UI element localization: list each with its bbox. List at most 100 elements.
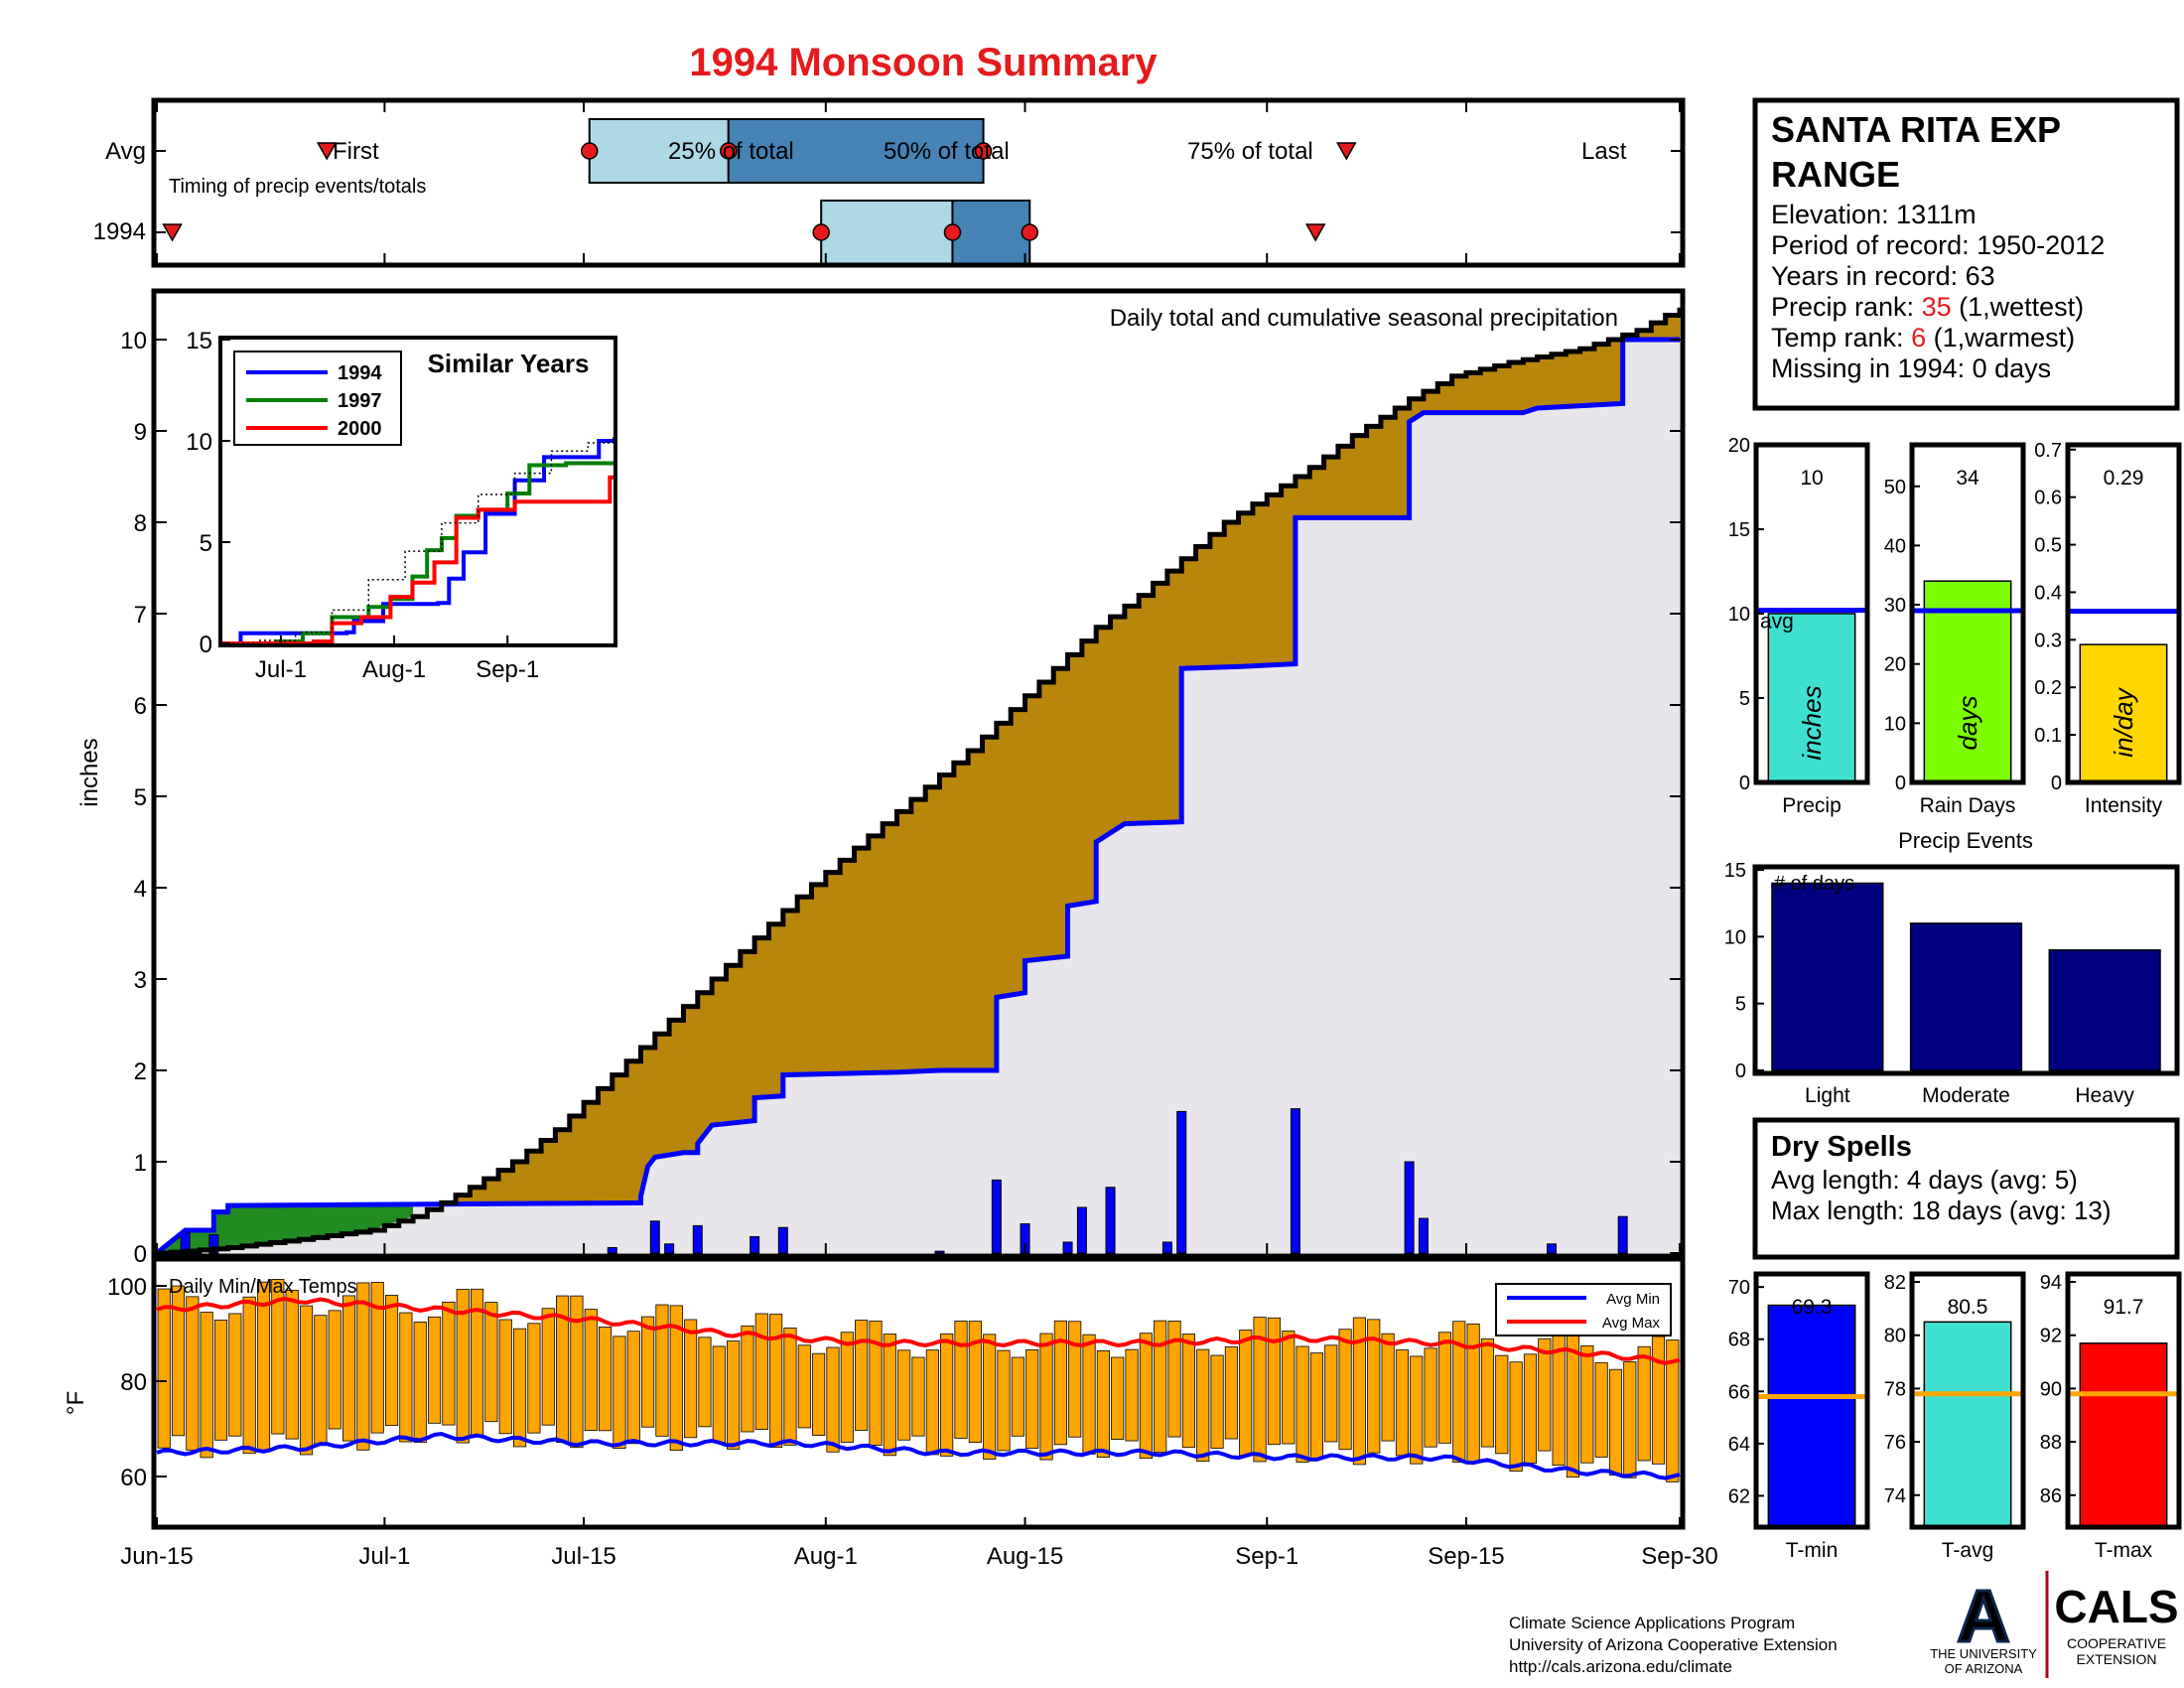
- similar-series-line-2000: [222, 475, 614, 645]
- temp-bar-7: [256, 1281, 271, 1453]
- temp-bar-2: [186, 1296, 200, 1451]
- tavg-ytick-label: 78: [1884, 1378, 1906, 1400]
- precip_total-avg-label: avg: [1760, 611, 1794, 633]
- station-precip-rank: Precip rank: 35 (1,wettest): [1771, 292, 2084, 322]
- temps-ylabel: °F: [63, 1391, 89, 1415]
- temp-bar-88: [1410, 1355, 1424, 1465]
- temp-bar-71: [1167, 1321, 1181, 1438]
- temp-bar-18: [413, 1322, 427, 1443]
- panel-tmin: 62 64 66 68 70 69.3 T-min: [1728, 1271, 1870, 1562]
- temp-bar-20: [442, 1301, 456, 1426]
- temp-bar-83: [1338, 1329, 1352, 1451]
- temp-bar-41: [741, 1325, 754, 1433]
- credit-line-3: http://cals.arizona.edu/climate: [1509, 1657, 1732, 1676]
- dry-spells-avg: Avg length: 4 days (avg: 5): [1771, 1165, 2078, 1195]
- temp-bar-69: [1139, 1333, 1153, 1460]
- temp-bar-37: [684, 1319, 698, 1439]
- temps-ytick-label: 100: [107, 1274, 147, 1301]
- tmax-frame: [2065, 1271, 2182, 1530]
- precip-frame: [151, 288, 1686, 1259]
- tavg-ytick-label: 74: [1884, 1485, 1906, 1507]
- temp-bar-53: [911, 1356, 925, 1437]
- events-xlabel-light: Light: [1805, 1084, 1850, 1107]
- temp-bar-81: [1309, 1352, 1323, 1460]
- temp-bar-23: [484, 1302, 498, 1423]
- tmin-ytick-label: 66: [1728, 1381, 1750, 1403]
- date-xtick-label: Jul-1: [358, 1543, 410, 1570]
- temp-bar-11: [314, 1315, 328, 1445]
- panel-intensity: 0 0.1 0.2 0.3 0.4 0.5 0.6 0.7 0.29 Intensity in/da…: [2034, 440, 2182, 817]
- precip-ytick-label: 0: [134, 1241, 147, 1268]
- cals-logo-line2: EXTENSION: [2077, 1651, 2157, 1667]
- credit-line-2: University of Arizona Cooperative Extens…: [1509, 1635, 1838, 1654]
- ua-logo-letter: A: [1957, 1575, 2009, 1657]
- daily-precip-bar-11: [1062, 1241, 1073, 1254]
- date-xtick-label: Sep-30: [1641, 1543, 1717, 1570]
- events-bar-heavy: [2048, 949, 2161, 1071]
- daily-precip-bar-16: [1290, 1108, 1300, 1254]
- temp-bar-51: [883, 1334, 896, 1457]
- temp-bar-106: [1666, 1339, 1680, 1482]
- temp-bar-56: [954, 1320, 968, 1439]
- precip-ytick-label: 6: [134, 693, 147, 720]
- temp-bar-55: [940, 1333, 954, 1457]
- date-xtick-label: Aug-15: [987, 1543, 1063, 1570]
- station-missing: Missing in 1994: 0 days: [1771, 353, 2051, 383]
- temp-bar-45: [797, 1344, 811, 1429]
- label-p75: 75% of total: [1187, 138, 1313, 165]
- temp-bar-44: [783, 1328, 797, 1446]
- daily-precip-bar-15: [1176, 1110, 1187, 1254]
- date-xtick-label: Jul-15: [551, 1543, 615, 1570]
- temp-bar-42: [754, 1313, 768, 1430]
- temp-bar-85: [1367, 1319, 1381, 1454]
- cals-logo-line1: COOPERATIVE: [2067, 1635, 2166, 1651]
- events-ylabel: # of days: [1774, 873, 1854, 895]
- events-bar-moderate: [1909, 922, 2023, 1071]
- temp-bar-57: [968, 1321, 982, 1443]
- panel-rain_days: 0 10 20 30 40 50 34 Rain Days days: [1884, 442, 2026, 817]
- dry-spells-title: Dry Spells: [1771, 1131, 1912, 1163]
- precip_total-value-label: 10: [1800, 467, 1823, 490]
- cals-logo: CALS COOPERATIVE EXTENSION: [2054, 1581, 2178, 1667]
- temp-bar-78: [1267, 1317, 1281, 1446]
- temp-bar-35: [655, 1304, 669, 1437]
- temp-bar-6: [242, 1296, 256, 1455]
- temp-bar-70: [1154, 1320, 1167, 1454]
- legend-avg-max: Avg Max: [1602, 1315, 1661, 1332]
- date-xtick-label: Sep-1: [1235, 1543, 1298, 1570]
- precip-ytick-label: 3: [134, 967, 147, 994]
- temp-bar-30: [584, 1309, 598, 1431]
- temp-rank-value: 6: [1911, 323, 1926, 352]
- legend-avg-min: Avg Min: [1606, 1291, 1660, 1308]
- precip_total-ytick-label: 5: [1739, 688, 1750, 710]
- temp-bar-101: [1594, 1362, 1608, 1458]
- precip-rank-value: 35: [1922, 292, 1952, 322]
- legend-label-1997: 1997: [338, 390, 382, 412]
- temp-bar-90: [1437, 1332, 1452, 1444]
- temp-bar-60: [1011, 1356, 1024, 1437]
- temp-bar-63: [1053, 1320, 1067, 1446]
- timing-frame: [151, 97, 1686, 268]
- similar-xtick-label: Sep-1: [476, 656, 539, 683]
- temp-bar-31: [599, 1327, 613, 1432]
- intensity-ytick-label: 0.3: [2034, 630, 2062, 651]
- temp-bar-52: [897, 1349, 911, 1441]
- temp-bar-62: [1039, 1333, 1053, 1461]
- temp-bar-38: [698, 1336, 712, 1428]
- tmin-ytick-label: 64: [1728, 1434, 1750, 1456]
- temp-bar-89: [1424, 1347, 1437, 1448]
- tmax-ytick-label: 94: [2040, 1272, 2062, 1294]
- events-xlabel-moderate: Moderate: [1922, 1084, 2010, 1107]
- temp-bar-33: [626, 1331, 640, 1445]
- temp-bar-9: [285, 1290, 299, 1440]
- tmin-frame: [1753, 1271, 1870, 1530]
- legend-label-2000: 2000: [338, 418, 382, 440]
- tmin-xlabel: T-min: [1786, 1539, 1839, 1562]
- tmin-value-label: 69.3: [1792, 1296, 1833, 1319]
- temp-bar-80: [1296, 1345, 1309, 1463]
- rain_days-frame: [1909, 442, 2026, 785]
- temp-bar-75: [1224, 1346, 1238, 1440]
- avg-box-25-50: [588, 118, 730, 184]
- events-bar-light: [1771, 882, 1884, 1071]
